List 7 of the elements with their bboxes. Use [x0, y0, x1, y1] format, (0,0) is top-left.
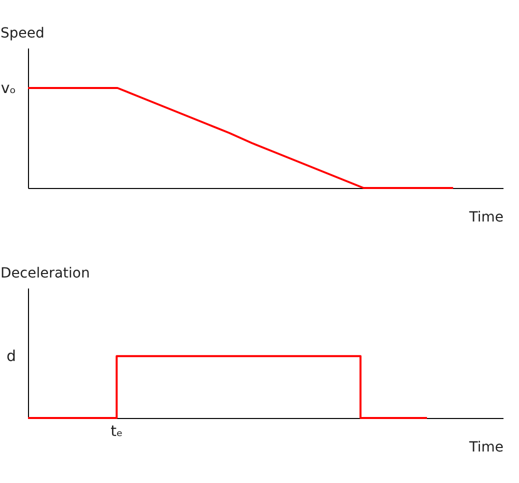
x-axis-title: Time	[468, 440, 504, 456]
y-axis-title: Speed	[0, 26, 44, 42]
x-axis-title: Time	[468, 210, 504, 226]
text: vₒ	[0, 79, 16, 97]
text: d	[6, 347, 16, 366]
y-axis-title: Deceleration	[0, 266, 90, 282]
text: tₑ	[110, 422, 123, 440]
